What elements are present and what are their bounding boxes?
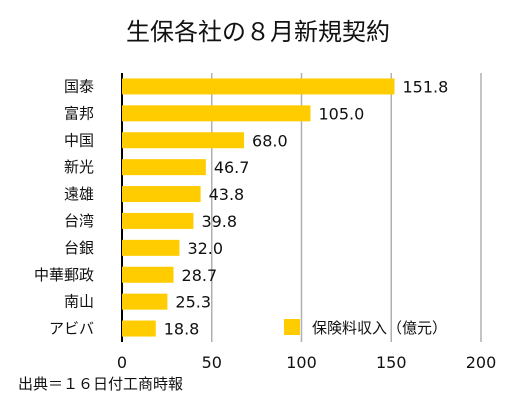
value-label: 32.0 [187,239,223,258]
bar [122,212,194,229]
bars [122,78,395,337]
bar [122,105,311,122]
value-label: 18.8 [164,320,200,339]
bar [122,239,180,256]
bar [122,186,201,203]
x-tick-label: 100 [286,353,317,372]
x-tick-label: 50 [202,353,222,372]
x-tick-label: 150 [376,353,407,372]
chart-title: 生保各社の８月新規契約 [126,18,390,46]
value-labels: 151.8 105.0 68.046.7 43.8 39.8 32.0 28.7 25.3 18… [164,77,449,338]
category-label: 台銀 [64,239,94,257]
value-label: 28.7 [182,266,218,285]
category-label: 南山 [64,293,94,311]
bar [122,78,395,95]
value-label: 46.7 [214,158,250,177]
category-label: 国泰 [64,77,94,95]
bar [122,293,168,310]
x-tick-label: 200 [466,353,497,372]
legend: 保険料収入（億元） [284,319,447,337]
category-label: 台湾 [64,212,94,230]
x-tick-label: 0 [117,353,127,372]
value-label: 68.0 [252,131,288,150]
bar [122,159,206,176]
value-label: 151.8 [402,77,448,96]
category-label: 富邦 [64,104,94,122]
category-label: アビバ [49,320,94,338]
category-label: 中国 [64,131,94,149]
bar [122,266,174,283]
value-label: 39.8 [201,212,237,231]
value-label: 43.8 [209,185,245,204]
bar [122,132,245,149]
value-label: 25.3 [175,293,211,312]
category-label: 遠雄 [64,185,94,203]
legend-label: 保険料収入（億元） [312,319,447,337]
legend-swatch [284,319,300,335]
x-tick-labels: 0 50 100 150 200 [117,353,496,372]
value-label: 105.0 [318,104,364,123]
source-note: 出典＝１６日付工商時報 [18,375,183,393]
category-label: 新光 [64,158,94,176]
category-label: 中華郵政 [34,266,94,284]
bar [122,320,156,337]
